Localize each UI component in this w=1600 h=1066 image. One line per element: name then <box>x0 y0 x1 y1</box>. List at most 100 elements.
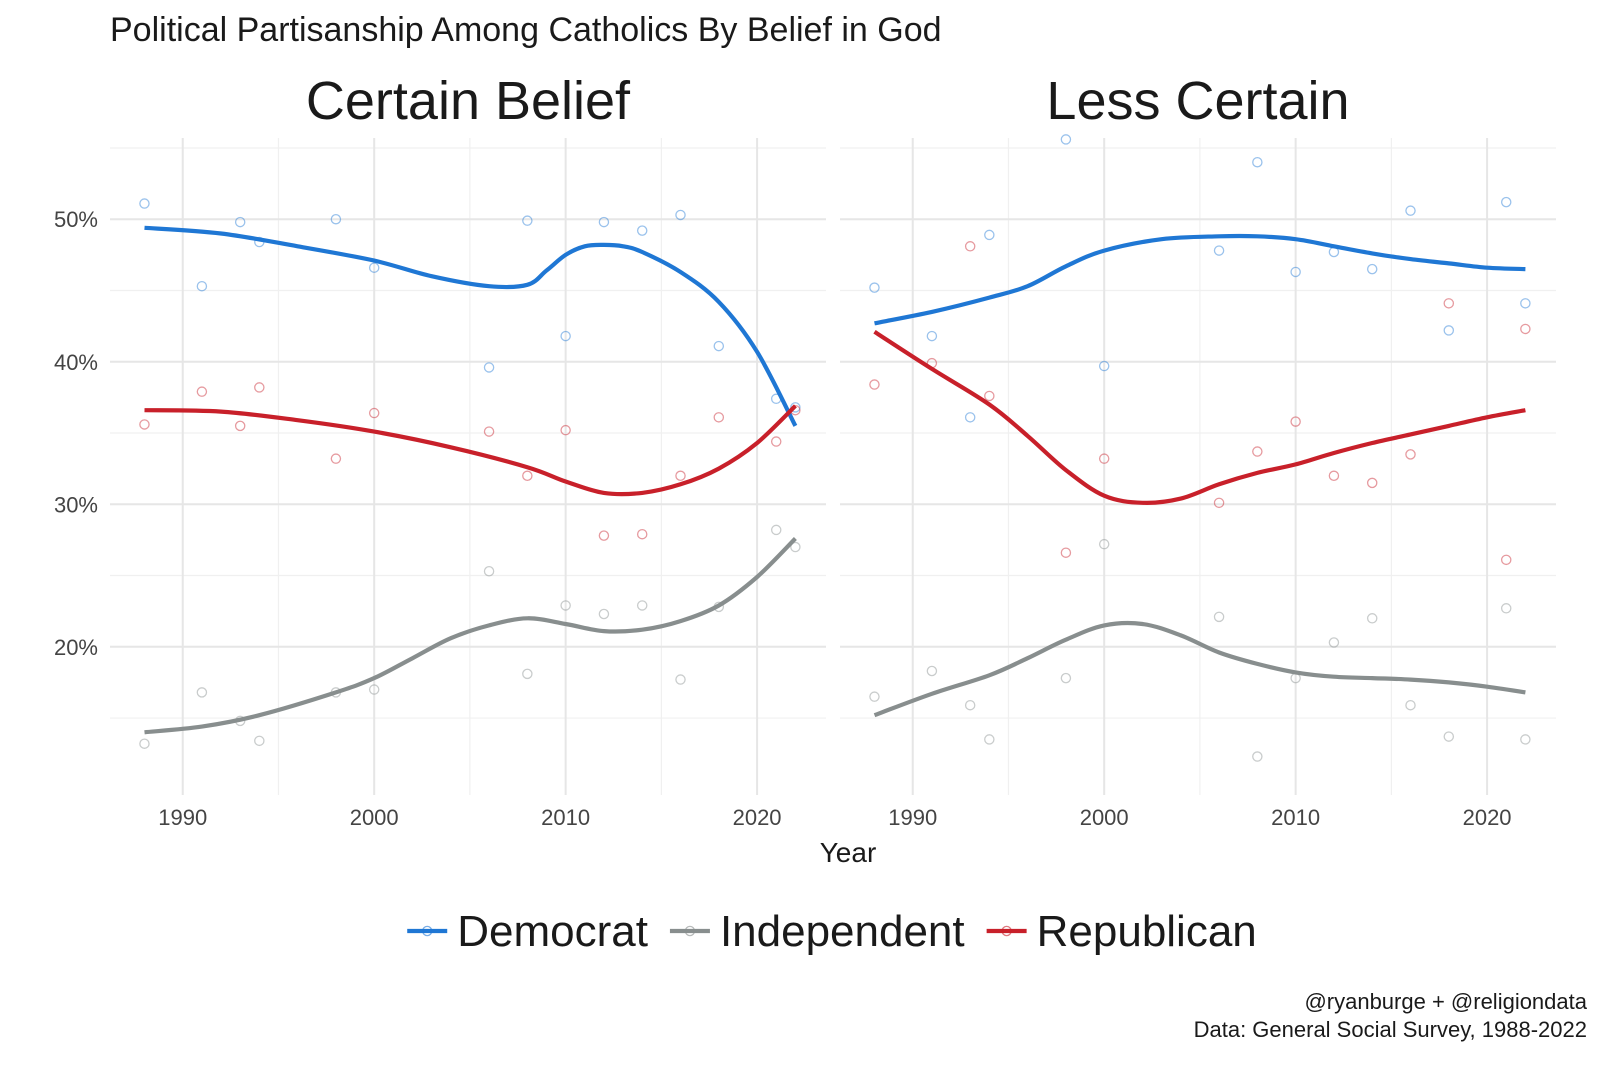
independent-point <box>1520 734 1531 745</box>
republican-point <box>675 470 686 482</box>
republican-point <box>1500 554 1512 566</box>
legend-label: Democrat <box>457 907 648 956</box>
independent-point <box>869 691 880 702</box>
legend-item-independent: Independent <box>669 907 965 956</box>
democrat-point <box>984 229 995 241</box>
independent-point <box>770 524 782 536</box>
democrat-point <box>636 225 648 236</box>
republican-point <box>1098 453 1110 464</box>
democrat-point <box>234 216 246 228</box>
democrat-point <box>926 330 938 342</box>
panel-title: Certain Belief <box>306 71 631 131</box>
republican-point <box>1366 477 1378 489</box>
republican-point <box>598 530 610 541</box>
republican-point <box>560 424 571 436</box>
republican-point <box>1290 416 1301 427</box>
independent-point <box>368 684 380 695</box>
independent-trend-line <box>144 537 797 735</box>
republican-point <box>636 528 648 540</box>
legend-item-republican: Republican <box>986 907 1257 956</box>
independent-point <box>636 600 648 611</box>
democrat-point <box>1290 266 1301 278</box>
x-tick-label: 2020 <box>733 805 782 830</box>
republican-point <box>1252 446 1263 457</box>
republican-trend-line <box>144 404 797 497</box>
republican-point <box>1213 497 1225 509</box>
democrat-point <box>1500 196 1512 208</box>
democrat-point <box>368 262 380 273</box>
legend-label: Independent <box>720 907 965 956</box>
independent-point <box>1328 637 1340 648</box>
y-tick-label: 20% <box>54 635 98 660</box>
democrat-point <box>790 402 801 413</box>
independent-point <box>1443 731 1455 742</box>
republican-point <box>1520 323 1531 335</box>
republican-point <box>869 379 880 390</box>
x-tick-label: 1990 <box>158 805 207 830</box>
legend-key-point <box>684 925 696 937</box>
panel-less-certain: 1990 2000 2010 2020 Less Certain <box>840 71 1556 830</box>
republican-point <box>139 419 150 430</box>
x-axis-title: Year <box>820 837 877 868</box>
democrat-point <box>330 213 342 225</box>
republican-trend-line <box>873 330 1526 505</box>
y-tick-label: 40% <box>54 350 98 375</box>
republican-point <box>770 436 782 447</box>
democrat-point <box>1252 156 1263 168</box>
independent-point <box>1098 538 1110 550</box>
legend-item-democrat: Democrat <box>407 907 648 956</box>
democrat-point <box>1366 263 1378 275</box>
chart-title: Political Partisanship Among Catholics B… <box>110 11 942 49</box>
x-tick-label: 2010 <box>541 805 590 830</box>
x-tick-label: 2000 <box>1080 805 1129 830</box>
democrat-point <box>675 209 686 221</box>
caption-credit: @ryanburge + @religiondata <box>1304 989 1587 1014</box>
legend-key-point <box>421 925 433 937</box>
legend-label: Republican <box>1037 907 1257 956</box>
independent-point <box>1405 699 1416 711</box>
independent-point <box>196 687 208 698</box>
independent-point <box>675 674 686 685</box>
republican-point <box>368 407 380 419</box>
democrat-point <box>1405 205 1416 216</box>
independent-point <box>254 735 265 747</box>
independent-point <box>984 734 995 745</box>
democrat-trend-line <box>144 225 798 427</box>
panel-title: Less Certain <box>1046 71 1349 131</box>
independent-point <box>483 565 495 577</box>
democrat-point <box>139 198 150 209</box>
republican-point <box>1443 298 1455 309</box>
independent-point <box>522 668 533 680</box>
independent-point <box>1366 613 1378 624</box>
democrat-point <box>1520 298 1531 309</box>
independent-point <box>598 608 610 620</box>
democrat-point <box>1098 360 1110 372</box>
x-tick-label: 2000 <box>350 805 399 830</box>
y-tick-label: 50% <box>54 207 98 232</box>
caption-source: Data: General Social Survey, 1988-2022 <box>1194 1017 1587 1042</box>
independent-point <box>1252 751 1263 762</box>
independent-point <box>1500 603 1512 614</box>
republican-point <box>1060 547 1072 558</box>
democrat-trend-line <box>874 233 1526 326</box>
independent-trend-line <box>873 620 1526 718</box>
independent-point <box>926 665 938 677</box>
democrat-point <box>560 330 571 342</box>
republican-point <box>964 241 976 252</box>
independent-point <box>1213 611 1225 623</box>
independent-point <box>1060 672 1072 684</box>
independent-point <box>139 738 150 749</box>
democrat-point <box>964 412 976 423</box>
y-tick-label: 30% <box>54 492 98 517</box>
democrat-point <box>1443 325 1455 336</box>
democrat-point <box>713 340 725 352</box>
democrat-point <box>483 362 495 373</box>
republican-point <box>234 420 246 432</box>
democrat-point <box>1060 134 1072 145</box>
democrat-point <box>869 282 880 293</box>
republican-point <box>984 390 995 402</box>
republican-point <box>713 412 725 423</box>
independent-point <box>790 541 801 553</box>
republican-point <box>254 382 265 393</box>
